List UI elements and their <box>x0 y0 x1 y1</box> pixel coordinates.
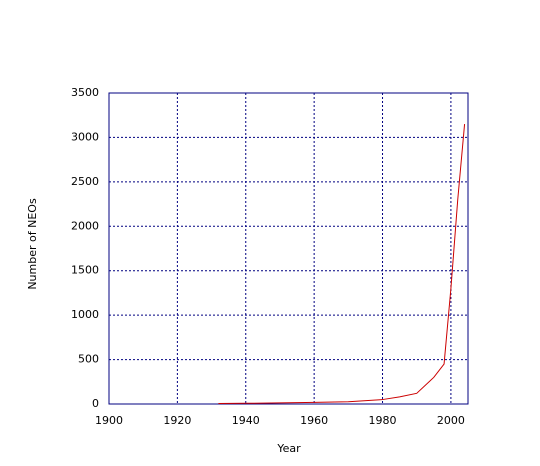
plot-frame <box>108 92 469 405</box>
y-tick-label: 1000 <box>71 308 99 321</box>
x-tick-label: 1980 <box>369 414 397 427</box>
data-line <box>218 124 466 405</box>
y-tick-label: 0 <box>92 397 99 410</box>
y-tick-label: 3500 <box>71 86 99 99</box>
x-tick-label: 1900 <box>95 414 123 427</box>
x-axis-label: Year <box>276 442 301 455</box>
x-tick-label: 1960 <box>300 414 328 427</box>
y-tick-label: 2500 <box>71 175 99 188</box>
y-tick-label: 3000 <box>71 130 99 143</box>
y-tick-label: 500 <box>78 353 99 366</box>
x-tick-label: 1920 <box>163 414 191 427</box>
y-tick-label: 2000 <box>71 219 99 232</box>
y-tick-label: 1500 <box>71 264 99 277</box>
x-tick-label: 2000 <box>437 414 465 427</box>
x-tick-label: 1940 <box>232 414 260 427</box>
y-axis-label: Number of NEOs <box>26 198 39 290</box>
